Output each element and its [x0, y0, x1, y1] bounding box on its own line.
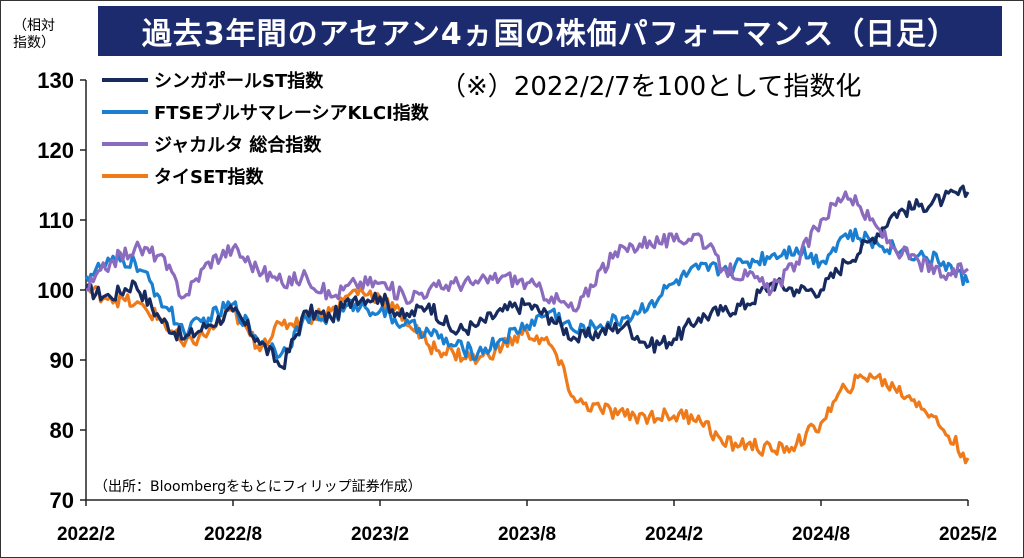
legend-label-klci: FTSEブルサマレーシアKLCI指数 — [154, 102, 430, 124]
y-tick-label: 100 — [37, 278, 74, 303]
y-axis-unit: （相対 指数） — [8, 18, 60, 52]
x-tick-label: 2023/8 — [498, 524, 556, 545]
y-tick-label: 70 — [50, 488, 74, 513]
y-axis-unit-line2: 指数） — [13, 35, 55, 51]
x-tick-label: 2022/2 — [57, 524, 115, 545]
y-tick-label: 120 — [37, 138, 74, 163]
series-line-sti — [84, 184, 970, 371]
series-line-klci — [84, 227, 970, 361]
x-tick-label: 2022/8 — [204, 524, 262, 545]
legend-label-set: タイSET指数 — [154, 166, 265, 188]
series-lines — [84, 184, 970, 465]
y-tick-label: 80 — [50, 418, 74, 443]
y-tick-label: 110 — [39, 208, 75, 233]
chart-title: 過去3年間のアセアン4ヵ国の株価パフォーマンス（日足） — [98, 6, 1002, 56]
y-axis-unit-line1: （相対 — [13, 18, 55, 34]
x-tick-labels: 2022/2 2022/8 2023/2 2023/8 2024/2 2024/8 2025… — [57, 524, 997, 545]
series-line-jci — [85, 190, 969, 313]
index-note: （※）2022/2/7を100として指数化 — [440, 72, 862, 102]
source-note: （出所：Bloombergをもとにフィリップ証券作成） — [94, 479, 422, 495]
x-tick-label: 2024/8 — [792, 524, 850, 545]
x-tick-label: 2025/2 — [939, 524, 997, 545]
legend-label-jci: ジャカルタ 総合指数 — [154, 134, 322, 156]
y-tick-labels: 130 120 110 100 90 80 70 — [37, 68, 74, 513]
y-tick-label: 130 — [37, 68, 74, 93]
x-tick-label: 2023/2 — [351, 524, 409, 545]
x-tick-label: 2024/2 — [645, 524, 703, 545]
y-tick-label: 90 — [50, 348, 74, 373]
legend-label-sti: シンガポールST指数 — [154, 70, 324, 92]
